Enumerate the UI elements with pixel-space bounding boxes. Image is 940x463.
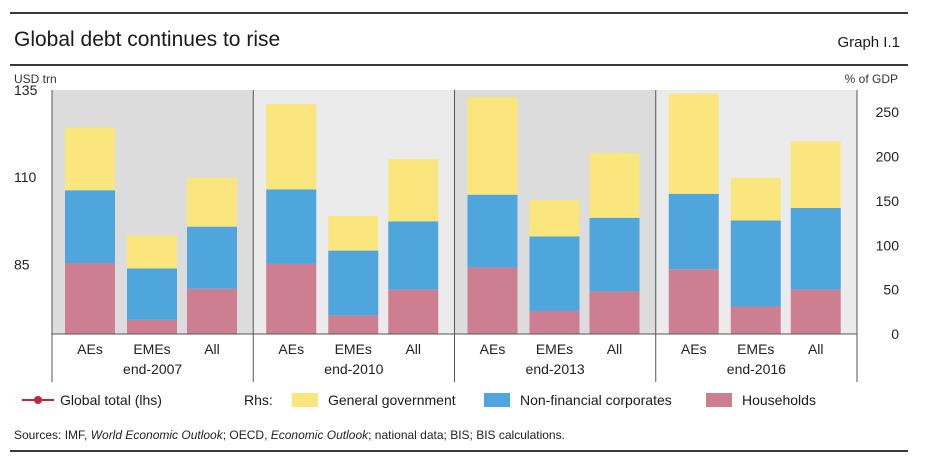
bar-segment-households — [529, 310, 580, 334]
legend-label: General government — [328, 392, 456, 408]
x-group-label: end-2016 — [727, 361, 786, 377]
legend-label: Households — [742, 392, 816, 408]
legend-item-government: General government — [292, 392, 456, 408]
bar-segment-government — [730, 177, 781, 221]
bottom-rule — [10, 450, 908, 452]
bar-segment-corporates — [127, 268, 177, 320]
x-tick-label: All — [405, 341, 421, 357]
legend: Global total (lhs) Rhs: General governme… — [0, 392, 940, 414]
bar-segment-corporates — [328, 250, 379, 316]
right-axis-unit: % of GDP — [844, 72, 898, 86]
x-tick-label: AEs — [681, 341, 707, 357]
legend-swatch — [484, 393, 510, 407]
x-tick-label: AEs — [278, 341, 304, 357]
bar-segment-government — [388, 159, 439, 222]
left-axis-unit: USD trn — [14, 72, 57, 86]
bar-segment-government — [127, 235, 177, 269]
x-group-label: end-2013 — [526, 361, 585, 377]
x-tick-label: All — [607, 341, 623, 357]
sources-note: Sources: IMF, World Economic Outlook; OE… — [14, 428, 565, 442]
bar-segment-households — [328, 315, 379, 334]
x-tick-label: EMEs — [133, 341, 170, 357]
header-rule — [10, 64, 908, 66]
bar-segment-households — [388, 289, 439, 334]
x-tick-label: AEs — [77, 341, 103, 357]
bar-segment-government — [467, 97, 518, 195]
x-group-label: end-2010 — [324, 361, 383, 377]
top-rule — [10, 12, 908, 14]
legend-label: Global total (lhs) — [60, 392, 162, 408]
bar-segment-corporates — [187, 226, 237, 289]
legend-item-corporates: Non-financial corporates — [484, 392, 672, 408]
bar-segment-government — [589, 152, 640, 218]
bar-segment-corporates — [589, 217, 640, 292]
x-group-label: end-2007 — [123, 361, 182, 377]
legend-swatch — [292, 393, 318, 407]
bar-segment-government — [266, 104, 317, 190]
bar-segment-households — [730, 306, 781, 334]
x-tick-label: All — [808, 341, 824, 357]
bar-segment-government — [328, 215, 379, 251]
bar-segment-corporates — [730, 220, 781, 307]
bar-segment-corporates — [668, 193, 719, 270]
legend-rhs-prefix: Rhs: — [244, 392, 273, 408]
chart-title: Global debt continues to rise — [14, 28, 281, 51]
x-tick-label: EMEs — [536, 341, 573, 357]
bar-segment-corporates — [529, 236, 580, 311]
right-axis-tick-label: 250 — [876, 104, 900, 120]
right-axis-tick-label: 200 — [876, 149, 900, 165]
right-axis-tick-label: 100 — [876, 237, 900, 253]
chart-area: 0 50 100 150 200 250 135 110 85 AEs EMEs All end-200… — [14, 82, 900, 382]
bar-segment-households — [668, 269, 719, 334]
left-axis-tick-label: 110 — [14, 169, 37, 185]
right-axis-tick-label: 150 — [876, 193, 900, 209]
x-tick-label: All — [204, 341, 220, 357]
x-tick-label: EMEs — [737, 341, 774, 357]
legend-item-global-total: Global total (lhs) — [22, 392, 162, 408]
legend-label: Non-financial corporates — [520, 392, 672, 408]
bar-segment-government — [187, 177, 237, 227]
legend-line-marker — [22, 396, 54, 404]
legend-swatch — [706, 393, 732, 407]
bar-segment-corporates — [65, 190, 115, 264]
bar-segment-households — [790, 289, 841, 334]
right-axis-tick-label: 50 — [883, 282, 899, 298]
graph-number: Graph I.1 — [837, 34, 900, 51]
left-axis-tick-label: 85 — [14, 256, 30, 272]
bar-segment-households — [467, 267, 518, 334]
right-axis-tick-label: 0 — [891, 326, 899, 342]
left-axis-tick-label: 135 — [14, 82, 38, 98]
bar-segment-corporates — [467, 194, 518, 268]
bar-segment-government — [529, 200, 580, 237]
bar-segment-corporates — [388, 221, 439, 290]
x-tick-label: AEs — [480, 341, 506, 357]
bar-segment-households — [187, 288, 237, 334]
bar-segment-households — [266, 263, 317, 334]
bar-segment-government — [790, 141, 841, 209]
bar-segment-corporates — [790, 208, 841, 290]
legend-item-households: Households — [706, 392, 816, 408]
bar-segment-households — [65, 263, 115, 334]
bar-segment-government — [65, 127, 115, 191]
bar-segment-households — [589, 291, 640, 334]
bar-segment-corporates — [266, 189, 317, 264]
bar-segment-households — [127, 319, 177, 334]
bar-segment-government — [668, 93, 719, 194]
x-tick-label: EMEs — [335, 341, 372, 357]
